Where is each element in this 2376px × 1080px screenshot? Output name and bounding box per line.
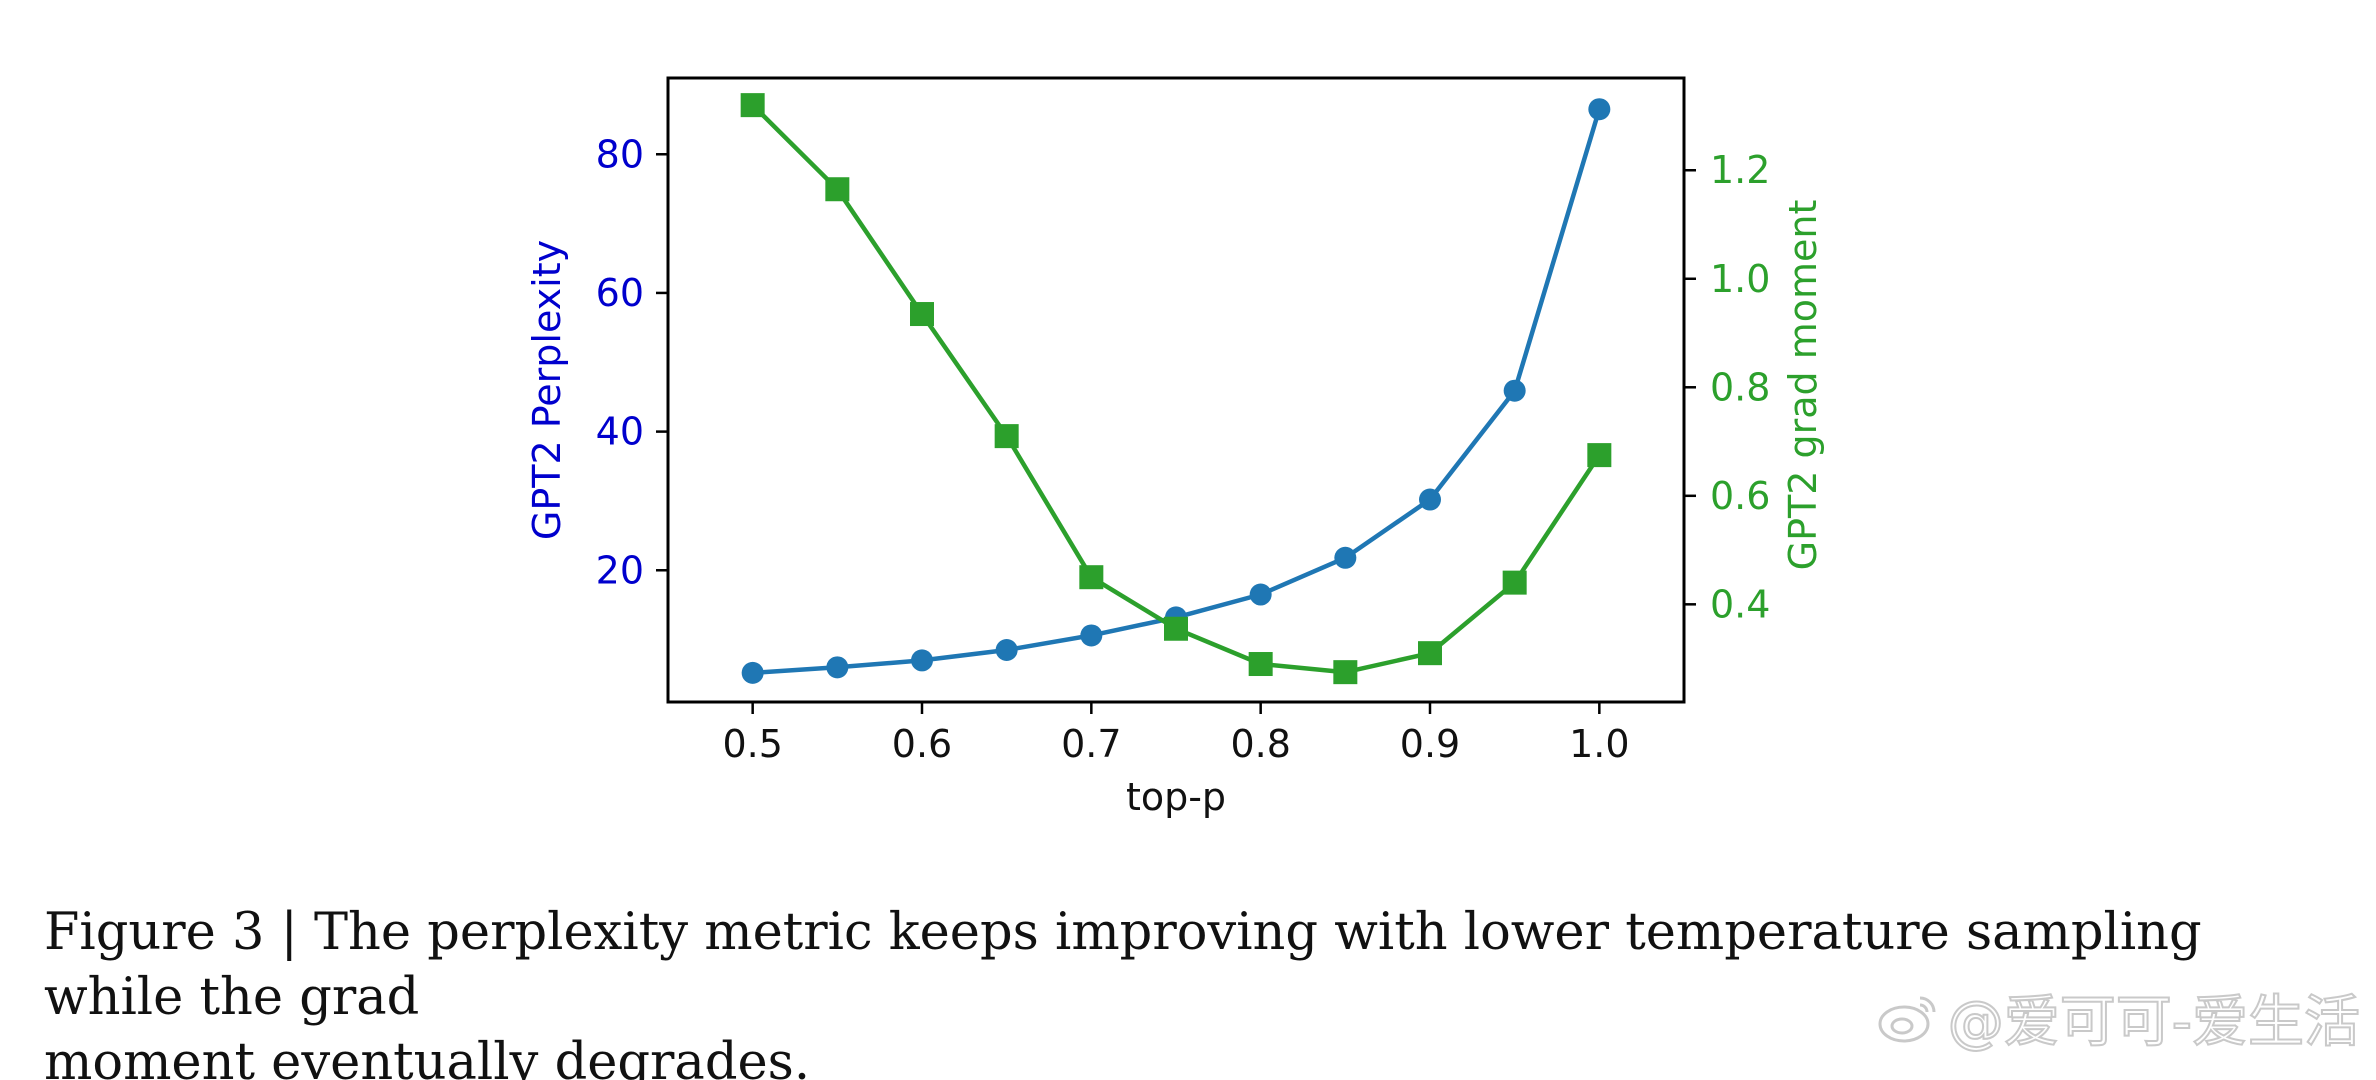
grad-moment-point (994, 424, 1019, 449)
perplexity-point (1419, 488, 1441, 511)
x-tick-label: 0.8 (1230, 722, 1290, 766)
perplexity-point (1249, 583, 1272, 606)
series-layer (740, 93, 1612, 685)
figure-caption: Figure 3 | The perplexity metric keeps i… (44, 900, 2344, 1080)
x-tick-label: 0.9 (1400, 722, 1460, 766)
y-right-tick-label: 0.8 (1710, 365, 1770, 409)
weibo-logo-icon (1878, 996, 1936, 1042)
watermark-text: @爱可可-爱生活 (1947, 989, 2361, 1056)
y-left-tick-label: 20 (596, 548, 644, 592)
y-right-tick-label: 1.2 (1710, 148, 1770, 192)
x-tick-label: 0.6 (892, 722, 952, 766)
x-tick-label: 1.0 (1569, 722, 1629, 766)
grad-moment-point (1502, 570, 1527, 595)
grad-moment-point (1418, 641, 1442, 666)
watermark: @爱可可-爱生活 (1876, 977, 2361, 1058)
y-right-axis-title: GPT2 grad moment (1781, 200, 1825, 571)
grad-moment-point (740, 93, 765, 118)
y-left-tick-label: 80 (596, 132, 644, 176)
grad-moment-point (1248, 652, 1273, 677)
grad-moment-series-line (751, 103, 1602, 675)
perplexity-point (826, 656, 849, 679)
caption-line-2: moment eventually degrades. (44, 1033, 811, 1080)
caption-line-1: Figure 3 | The perplexity metric keeps i… (44, 903, 2202, 1027)
y-right-tick-label: 1.0 (1710, 257, 1770, 301)
grad-moment-point (1164, 616, 1188, 641)
x-tick-label: 0.5 (722, 722, 782, 766)
perplexity-point (1503, 379, 1526, 402)
grad-moment-point (1587, 443, 1612, 468)
axes-layer (656, 76, 1696, 714)
perplexity-point (741, 661, 764, 684)
perplexity-point (911, 649, 933, 672)
y-right-tick-label: 0.4 (1710, 582, 1770, 626)
grad-moment-point (1333, 660, 1358, 685)
labels-layer: 0.5 0.6 0.7 0.8 0.9 1.0 20 40 60 80 0.4 0.6 0.8 1.0 1.… (525, 132, 1825, 819)
y-right-tick-label: 0.6 (1710, 474, 1770, 518)
perplexity-point (995, 639, 1018, 661)
x-axis-title: top-p (1126, 775, 1226, 819)
grad-moment-point (910, 302, 934, 327)
perplexity-point (1334, 546, 1357, 569)
y-left-tick-label: 40 (596, 410, 644, 454)
y-left-axis-title: GPT2 Perplexity (525, 240, 569, 540)
dual-axis-line-chart: 0.5 0.6 0.7 0.8 0.9 1.0 20 40 60 80 0.4 0.6 0.8 1.0 1.… (525, 76, 1825, 819)
y-left-tick-label: 60 (596, 271, 644, 315)
perplexity-point (1588, 98, 1611, 121)
perplexity-point (1080, 624, 1103, 647)
grad-moment-point (825, 177, 850, 202)
x-tick-label: 0.7 (1061, 722, 1121, 766)
grad-moment-point (1079, 565, 1104, 590)
perplexity-series-line (752, 108, 1602, 676)
axes-frame (666, 76, 1686, 704)
